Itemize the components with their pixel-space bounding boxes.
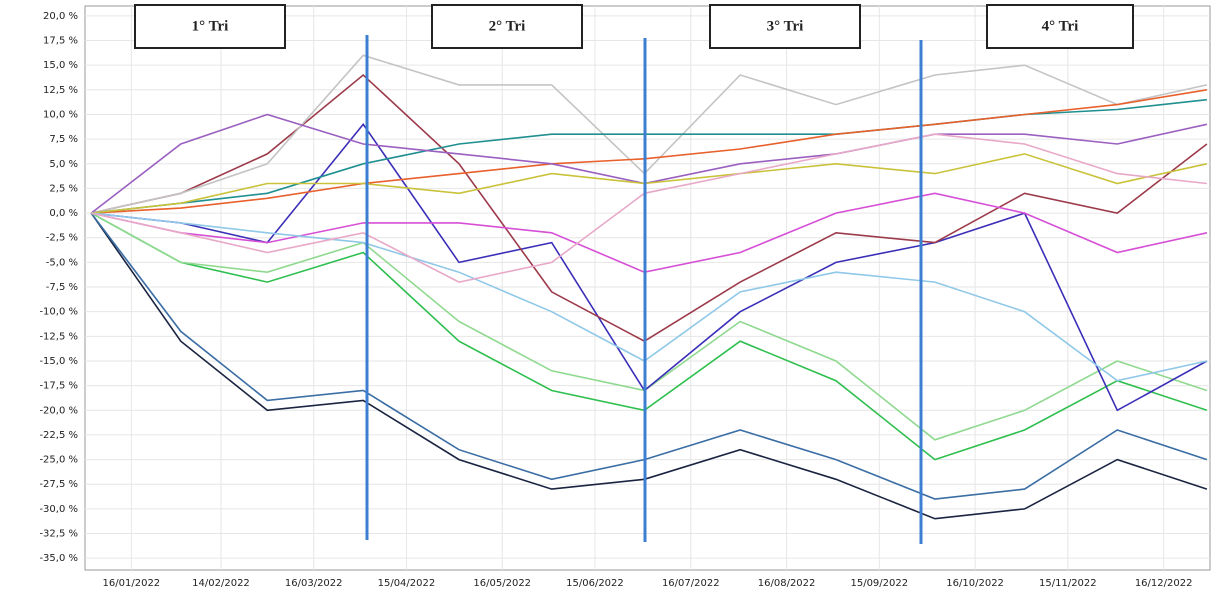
- y-tick-label: 5,0 %: [49, 159, 78, 170]
- quarter-label: 4° Tri: [1042, 18, 1079, 34]
- x-tick-label: 16/03/2022: [285, 578, 343, 589]
- x-tick-label: 16/08/2022: [758, 578, 816, 589]
- y-tick-label: -15,0 %: [39, 356, 78, 367]
- y-tick-label: 20,0 %: [43, 11, 78, 22]
- y-tick-label: -32,5 %: [39, 529, 78, 540]
- y-tick-label: 2,5 %: [49, 183, 78, 194]
- y-tick-label: 0,0 %: [49, 208, 78, 219]
- y-tick-label: -12,5 %: [39, 331, 78, 342]
- x-tick-label: 16/10/2022: [946, 578, 1004, 589]
- series-line: [90, 212, 1208, 520]
- y-tick-label: -5,0 %: [46, 257, 78, 268]
- y-tick-label: -7,5 %: [46, 282, 78, 293]
- box: [986, 4, 1134, 49]
- x-tick-label: 15/11/2022: [1039, 578, 1097, 589]
- quarter-boxes: 1° Tri 2° Tri 3° Tri 4° Tri: [134, 4, 1134, 49]
- quarter-label: 3° Tri: [767, 18, 804, 34]
- series-line: [90, 212, 1208, 441]
- x-tick-label: 14/02/2022: [192, 578, 250, 589]
- box: [709, 4, 861, 49]
- y-tick-label: -35,0 %: [39, 553, 78, 564]
- x-tick-label: 15/06/2022: [566, 578, 624, 589]
- series-line: [91, 192, 1208, 274]
- y-tick-label: -30,0 %: [39, 504, 78, 515]
- y-tick-label: -22,5 %: [39, 430, 78, 441]
- series-line: [90, 212, 1208, 500]
- x-tick-label: 16/01/2022: [103, 578, 161, 589]
- y-tick-label: -20,0 %: [39, 405, 78, 416]
- x-tick-label: 16/12/2022: [1135, 578, 1193, 589]
- y-tick-label: -2,5 %: [46, 233, 78, 244]
- x-tick-label: 16/07/2022: [662, 578, 720, 589]
- series-line: [91, 212, 1208, 382]
- quarter-label: 2° Tri: [489, 18, 526, 34]
- y-tick-label: -17,5 %: [39, 381, 78, 392]
- box: [134, 4, 286, 49]
- y-tick-label: 10,0 %: [43, 109, 78, 120]
- y-tick-label: 17,5 %: [43, 36, 78, 47]
- box: [431, 4, 583, 49]
- x-tick-label: 16/05/2022: [473, 578, 531, 589]
- y-tick-label: -10,0 %: [39, 307, 78, 318]
- y-tick-label: 12,5 %: [43, 85, 78, 96]
- quarter-dividers: [365, 35, 923, 544]
- grid: [85, 6, 1210, 570]
- y-tick-label: 7,5 %: [49, 134, 78, 145]
- quarter-label: 1° Tri: [192, 18, 229, 34]
- series-line: [91, 153, 1208, 214]
- series-line: [91, 133, 1207, 283]
- x-tick-label: 15/09/2022: [850, 578, 908, 589]
- y-tick-label: -27,5 %: [39, 479, 78, 490]
- y-tick-label: 15,0 %: [43, 60, 78, 71]
- plot-frame: [84, 5, 1211, 571]
- y-tick-label: -25,0 %: [39, 455, 78, 466]
- x-tick-label: 15/04/2022: [378, 578, 436, 589]
